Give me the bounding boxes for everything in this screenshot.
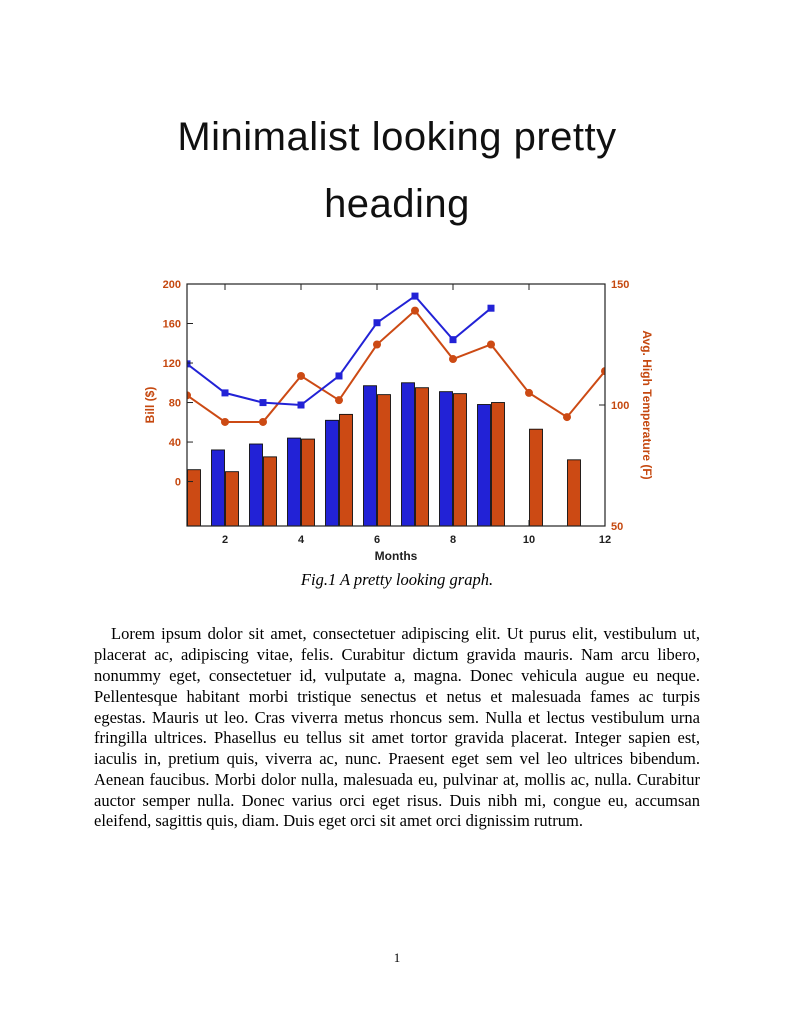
svg-text:100: 100 (611, 400, 629, 412)
svg-text:200: 200 (163, 279, 181, 291)
heading-line-2: heading (324, 182, 470, 227)
svg-text:2: 2 (222, 534, 228, 546)
figure-caption: Fig.1 A pretty looking graph. (300, 570, 494, 590)
svg-text:Avg. High Temperature (F): Avg. High Temperature (F) (640, 331, 653, 480)
svg-text:150: 150 (611, 279, 629, 291)
svg-text:Months: Months (375, 549, 418, 563)
svg-text:40: 40 (169, 437, 181, 449)
svg-text:0: 0 (175, 477, 181, 489)
svg-text:12: 12 (599, 534, 611, 546)
svg-text:10: 10 (523, 534, 535, 546)
svg-text:4: 4 (298, 534, 305, 546)
pretty-graph-svg: 2 4 6 8 10 120408012016020050100150MonthsBill… (143, 279, 653, 563)
svg-text:120: 120 (163, 358, 181, 370)
page-number: 1 (393, 950, 401, 965)
svg-text:6: 6 (374, 534, 380, 546)
svg-text:Bill ($): Bill ($) (143, 387, 157, 424)
svg-text:160: 160 (163, 319, 181, 331)
heading-line-1: Minimalist looking pretty (177, 115, 617, 159)
figure: 2 4 6 8 10 12 0 40 80 120 160 200 50 100 150 Months Bill… (0, 276, 794, 590)
svg-text:50: 50 (611, 521, 623, 533)
svg-text:80: 80 (169, 398, 181, 410)
page-heading: Minimalist looking pretty heading (0, 104, 794, 238)
body-paragraph: Lorem ipsum dolor sit amet, consectetuer… (94, 624, 700, 831)
svg-text:8: 8 (450, 534, 456, 546)
